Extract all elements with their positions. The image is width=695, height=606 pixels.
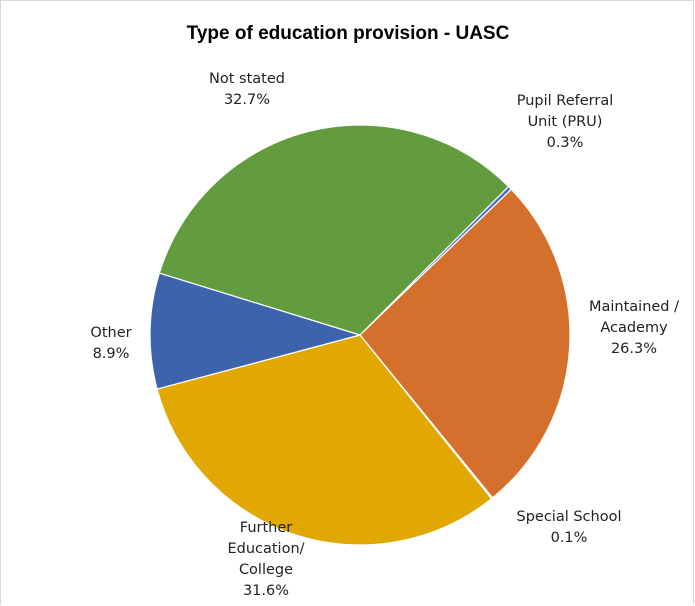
pie-slice-maintained-academy [359, 188, 571, 499]
slice-label-other: Other 8.9% [90, 325, 132, 362]
pie-slice-other [149, 272, 361, 390]
slice-label-maintained-academy: Maintained / Academy 26.3% [588, 299, 680, 357]
slice-label-pru: Pupil Referral Unit (PRU) 0.3% [516, 93, 614, 151]
slice-label-special-school: Special School 0.1% [516, 509, 622, 546]
slice-label-not-stated: Not stated 32.7% [209, 71, 285, 108]
chart-title: Type of education provision - UASC [186, 23, 510, 44]
pie-slice-further-education-college [156, 334, 493, 546]
slice-label-further-education: Further Education/ College 31.6% [227, 520, 305, 599]
pie-slice-not-stated [158, 124, 510, 336]
